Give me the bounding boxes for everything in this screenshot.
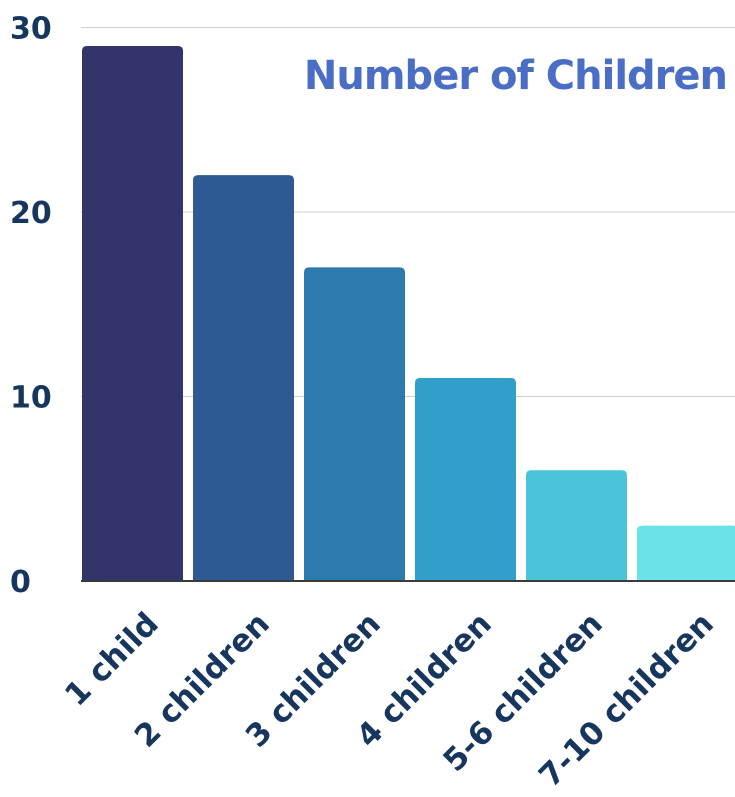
x-category-label: 1 child xyxy=(58,606,166,714)
bar-7-10-children xyxy=(637,525,735,581)
y-tick-label: 10 xyxy=(10,381,52,416)
bars xyxy=(82,45,735,581)
y-tick-label: 20 xyxy=(10,196,52,231)
gridlines xyxy=(81,27,735,397)
bar-3-children xyxy=(304,267,405,581)
bar-1-child xyxy=(82,45,183,581)
bar-5-6-children xyxy=(526,470,627,581)
y-tick-label: 30 xyxy=(10,12,52,47)
y-tick-label: 0 xyxy=(10,565,31,600)
chart-title: Number of Children xyxy=(304,53,727,99)
bar-4-children xyxy=(415,378,516,581)
y-axis-tick-labels: 0 10 20 30 xyxy=(10,12,52,601)
bar-2-children xyxy=(193,175,294,581)
